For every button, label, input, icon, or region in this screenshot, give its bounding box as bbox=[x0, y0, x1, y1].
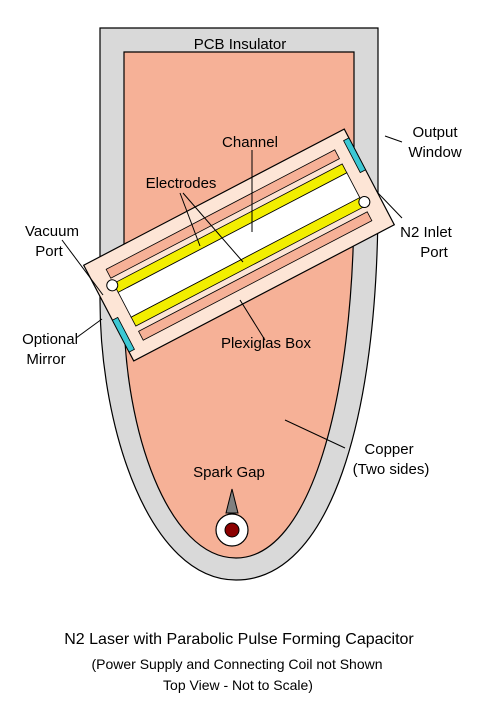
label-channel: Channel bbox=[222, 134, 278, 151]
label-electrodes: Electrodes bbox=[146, 175, 217, 192]
label-output-window-2: Window bbox=[408, 144, 462, 161]
n2-inlet-port bbox=[358, 196, 371, 209]
label-vacuum-port-2: Port bbox=[35, 243, 63, 260]
label-n2-inlet-1: N2 Inlet bbox=[400, 224, 453, 241]
output-window bbox=[343, 137, 367, 174]
electrodes-leader-1 bbox=[179, 192, 201, 247]
caption-line-3: Top View - Not to Scale) bbox=[163, 677, 313, 693]
label-vacuum-port-1: Vacuum bbox=[25, 223, 79, 240]
spark-gap-electrode bbox=[225, 488, 239, 514]
spark-gap-center bbox=[224, 522, 240, 538]
leader-lines bbox=[61, 135, 403, 449]
label-plexiglas-box: Plexiglas Box bbox=[221, 335, 312, 352]
label-copper-1: Copper bbox=[364, 441, 413, 458]
electrode-bottom-outer bbox=[138, 211, 373, 341]
caption-line-2: (Power Supply and Connecting Coil not Sh… bbox=[91, 656, 382, 672]
label-optional-mirror-1: Optional bbox=[22, 331, 78, 348]
n2-inlet-leader bbox=[377, 192, 403, 219]
electrode-top-outer bbox=[105, 149, 340, 279]
caption-title: N2 Laser with Parabolic Pulse Forming Ca… bbox=[64, 631, 414, 648]
copper-leader bbox=[284, 419, 346, 449]
plexiglas-leader bbox=[239, 299, 266, 341]
label-copper-2: (Two sides) bbox=[353, 461, 430, 478]
label-n2-inlet-2: Port bbox=[420, 244, 448, 261]
label-optional-mirror-2: Mirror bbox=[26, 351, 65, 368]
optional-mirror-leader bbox=[75, 318, 103, 339]
vacuum-port-leader bbox=[61, 239, 104, 296]
laser-assembly bbox=[82, 128, 396, 362]
vacuum-port bbox=[106, 279, 119, 292]
electrodes-leader-2 bbox=[182, 192, 244, 263]
label-pcb-insulator: PCB Insulator bbox=[194, 36, 287, 53]
label-spark-gap: Spark Gap bbox=[193, 464, 265, 481]
label-output-window-1: Output bbox=[412, 124, 458, 141]
output-window-leader bbox=[384, 135, 403, 143]
optional-mirror bbox=[111, 316, 135, 353]
